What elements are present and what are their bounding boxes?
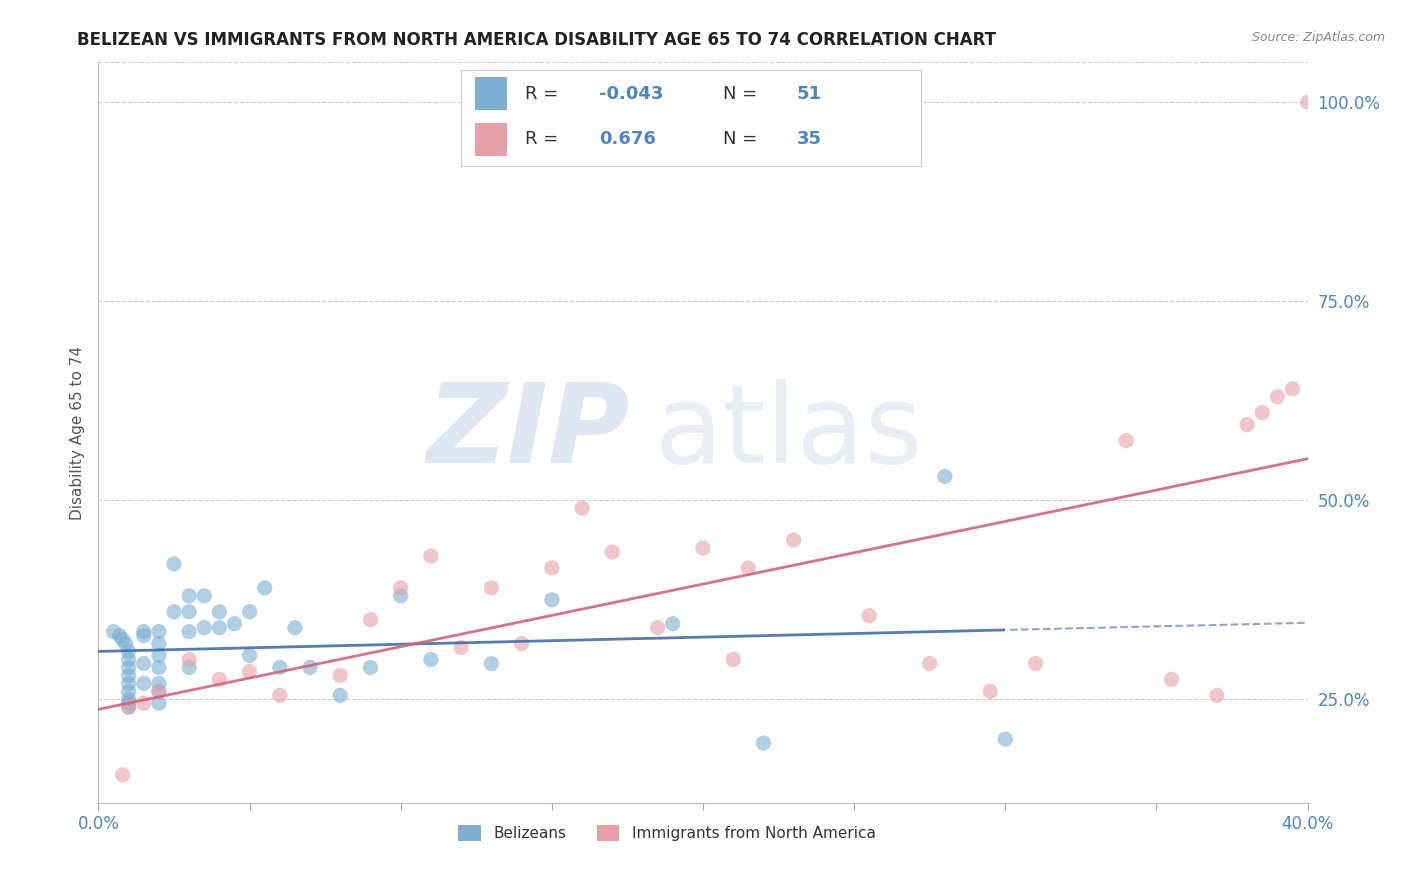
Point bbox=[692, 541, 714, 555]
Point bbox=[179, 660, 201, 674]
Point bbox=[329, 689, 352, 703]
Point bbox=[1281, 382, 1303, 396]
Point bbox=[481, 657, 503, 671]
Point bbox=[193, 621, 215, 635]
Point bbox=[132, 657, 155, 671]
Point bbox=[132, 696, 155, 710]
Point bbox=[284, 621, 307, 635]
Point bbox=[934, 469, 956, 483]
Point bbox=[1296, 95, 1319, 110]
Point bbox=[118, 700, 141, 714]
Point bbox=[179, 605, 201, 619]
Point bbox=[148, 624, 170, 639]
Point bbox=[1267, 390, 1289, 404]
Point bbox=[132, 676, 155, 690]
Point bbox=[179, 624, 201, 639]
Point bbox=[148, 696, 170, 710]
Point bbox=[148, 676, 170, 690]
Point bbox=[118, 696, 141, 710]
Point bbox=[179, 589, 201, 603]
Point bbox=[269, 689, 291, 703]
Text: BELIZEAN VS IMMIGRANTS FROM NORTH AMERICA DISABILITY AGE 65 TO 74 CORRELATION CH: BELIZEAN VS IMMIGRANTS FROM NORTH AMERIC… bbox=[77, 31, 997, 49]
Point bbox=[647, 621, 669, 635]
Point bbox=[111, 768, 134, 782]
Point bbox=[108, 629, 131, 643]
Point bbox=[132, 624, 155, 639]
Point bbox=[208, 621, 231, 635]
Point bbox=[299, 660, 322, 674]
Point bbox=[602, 545, 624, 559]
Point bbox=[1024, 657, 1046, 671]
Point bbox=[148, 648, 170, 663]
Point bbox=[208, 605, 231, 619]
Point bbox=[994, 732, 1017, 747]
Point bbox=[918, 657, 941, 671]
Point bbox=[208, 673, 231, 687]
Point bbox=[389, 589, 412, 603]
Point bbox=[224, 616, 246, 631]
Point bbox=[239, 648, 262, 663]
Point bbox=[148, 684, 170, 698]
Point bbox=[783, 533, 806, 547]
Point bbox=[1206, 689, 1229, 703]
Point bbox=[389, 581, 412, 595]
Point bbox=[723, 652, 745, 666]
Point bbox=[661, 616, 683, 631]
Point bbox=[360, 660, 382, 674]
Point bbox=[269, 660, 291, 674]
Point bbox=[239, 605, 262, 619]
Point bbox=[420, 549, 443, 563]
Point bbox=[193, 589, 215, 603]
Point bbox=[737, 561, 759, 575]
Point bbox=[571, 501, 593, 516]
Point bbox=[132, 629, 155, 643]
Point bbox=[481, 581, 503, 595]
Point bbox=[1115, 434, 1137, 448]
Point bbox=[114, 637, 136, 651]
Legend: Belizeans, Immigrants from North America: Belizeans, Immigrants from North America bbox=[451, 819, 882, 847]
Point bbox=[752, 736, 775, 750]
Point bbox=[118, 692, 141, 706]
Point bbox=[1236, 417, 1258, 432]
Point bbox=[118, 668, 141, 682]
Point bbox=[118, 676, 141, 690]
Point bbox=[118, 652, 141, 666]
Point bbox=[1251, 406, 1274, 420]
Point bbox=[329, 668, 352, 682]
Point bbox=[118, 684, 141, 698]
Point bbox=[163, 605, 186, 619]
Point bbox=[540, 561, 562, 575]
Y-axis label: Disability Age 65 to 74: Disability Age 65 to 74 bbox=[69, 345, 84, 520]
Text: Source: ZipAtlas.com: Source: ZipAtlas.com bbox=[1251, 31, 1385, 45]
Point bbox=[979, 684, 1001, 698]
Point bbox=[540, 592, 562, 607]
Point bbox=[148, 637, 170, 651]
Point bbox=[103, 624, 125, 639]
Point bbox=[450, 640, 472, 655]
Point bbox=[253, 581, 276, 595]
Point bbox=[118, 644, 141, 658]
Point bbox=[148, 660, 170, 674]
Point bbox=[360, 613, 382, 627]
Point bbox=[163, 557, 186, 571]
Text: ZIP: ZIP bbox=[427, 379, 630, 486]
Point bbox=[510, 637, 533, 651]
Point bbox=[111, 632, 134, 647]
Point bbox=[148, 684, 170, 698]
Point bbox=[118, 660, 141, 674]
Point bbox=[420, 652, 443, 666]
Point bbox=[118, 700, 141, 714]
Point bbox=[858, 608, 880, 623]
Point bbox=[179, 652, 201, 666]
Point bbox=[1160, 673, 1182, 687]
Text: atlas: atlas bbox=[655, 379, 924, 486]
Point bbox=[239, 665, 262, 679]
